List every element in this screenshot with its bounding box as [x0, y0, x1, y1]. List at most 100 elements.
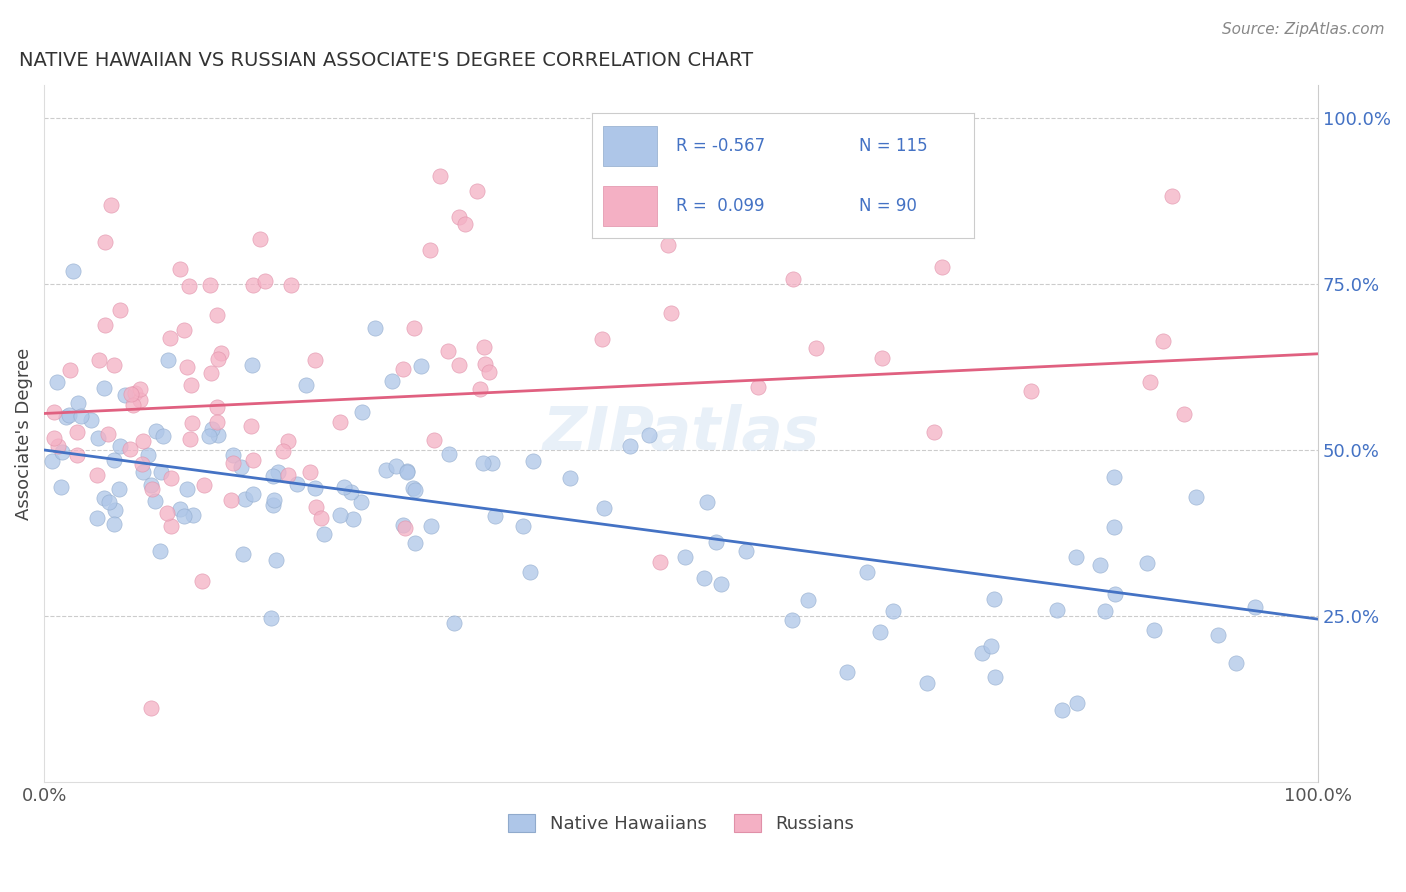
Point	[51, 480, 73, 494]
Point	[394, 521, 416, 535]
Point	[86, 511, 108, 525]
Point	[173, 323, 195, 337]
Point	[1160, 189, 1182, 203]
Point	[222, 448, 245, 462]
Point	[710, 576, 733, 591]
Point	[205, 308, 228, 322]
Point	[159, 519, 181, 533]
Point	[304, 353, 326, 368]
Point	[100, 198, 122, 212]
Point	[1066, 550, 1088, 565]
Point	[239, 419, 262, 434]
Point	[42, 405, 65, 419]
Point	[637, 428, 659, 442]
Point	[277, 434, 299, 448]
Point	[93, 491, 115, 505]
Point	[51, 445, 73, 459]
Point	[176, 482, 198, 496]
Point	[129, 382, 152, 396]
Point	[263, 492, 285, 507]
Point	[692, 571, 714, 585]
Point	[449, 210, 471, 224]
Point	[97, 426, 120, 441]
Point	[402, 481, 425, 495]
Point	[395, 464, 418, 478]
Point	[309, 511, 332, 525]
Point	[437, 344, 460, 359]
Point	[591, 332, 613, 346]
Point	[1244, 600, 1267, 615]
Point	[869, 624, 891, 639]
Point	[141, 478, 163, 492]
Point	[262, 498, 284, 512]
Point	[404, 483, 426, 497]
Point	[280, 278, 302, 293]
Point	[381, 374, 404, 388]
Point	[180, 378, 202, 392]
Point	[103, 358, 125, 372]
Point	[468, 383, 491, 397]
Point	[233, 491, 256, 506]
Point	[198, 429, 221, 443]
Point	[181, 417, 204, 431]
Point	[465, 184, 488, 198]
Point	[58, 363, 80, 377]
Point	[122, 398, 145, 412]
Point	[114, 388, 136, 402]
Point	[673, 549, 696, 564]
Point	[872, 351, 894, 365]
Point	[46, 440, 69, 454]
Point	[259, 611, 281, 625]
Point	[139, 701, 162, 715]
Point	[481, 456, 503, 470]
Point	[1052, 703, 1074, 717]
Point	[1173, 407, 1195, 421]
Point	[558, 471, 581, 485]
Point	[364, 320, 387, 334]
Point	[66, 425, 89, 440]
Point	[42, 431, 65, 445]
Point	[66, 448, 89, 462]
Point	[472, 340, 495, 354]
Point	[484, 509, 506, 524]
Point	[285, 477, 308, 491]
Point	[453, 218, 475, 232]
Point	[329, 508, 352, 523]
Point	[110, 439, 132, 453]
Point	[266, 553, 288, 567]
Point	[87, 353, 110, 368]
Point	[837, 665, 859, 680]
Point	[86, 467, 108, 482]
Point	[129, 392, 152, 407]
Point	[980, 640, 1002, 654]
Point	[205, 400, 228, 414]
Point	[262, 469, 284, 483]
Point	[478, 365, 501, 379]
Point	[650, 556, 672, 570]
Point	[735, 544, 758, 558]
Point	[98, 495, 121, 509]
Point	[659, 306, 682, 320]
Point	[169, 502, 191, 516]
Point	[443, 616, 465, 631]
Point	[207, 416, 229, 430]
Point	[882, 604, 904, 618]
Point	[619, 439, 641, 453]
Point	[522, 453, 544, 467]
Point	[704, 535, 727, 549]
Point	[352, 405, 374, 419]
Point	[94, 318, 117, 332]
Point	[419, 244, 441, 258]
Point	[55, 409, 77, 424]
Point	[120, 387, 142, 401]
Point	[1136, 556, 1159, 570]
Point	[176, 359, 198, 374]
Point	[1185, 490, 1208, 504]
Point	[804, 341, 827, 355]
Point	[141, 482, 163, 496]
Point	[157, 352, 180, 367]
Point	[592, 501, 614, 516]
Point	[209, 346, 232, 360]
Point	[149, 544, 172, 558]
Point	[402, 321, 425, 335]
